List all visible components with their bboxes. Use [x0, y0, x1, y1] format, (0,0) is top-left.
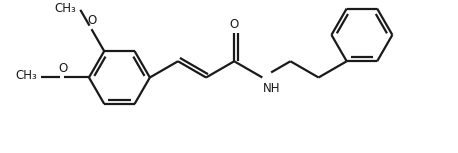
Text: O: O — [87, 14, 97, 27]
Text: O: O — [59, 62, 68, 75]
Text: CH₃: CH₃ — [55, 2, 76, 15]
Text: O: O — [229, 18, 239, 31]
Text: CH₃: CH₃ — [16, 69, 37, 82]
Text: NH: NH — [263, 82, 281, 95]
